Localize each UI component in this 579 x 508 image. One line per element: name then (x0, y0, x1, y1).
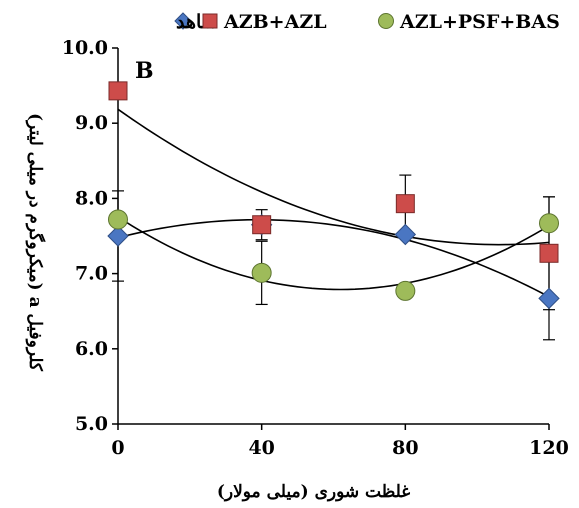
y-tick-label: 10.0 (62, 37, 108, 59)
legend-marker-square (202, 13, 218, 29)
data-point-square (252, 215, 272, 235)
legend-marker-diamond (174, 12, 192, 30)
y-tick-label: 6.0 (75, 338, 108, 360)
legend: شاهد AZB+AZL AZL+PSF+BAS (174, 11, 560, 33)
data-point-square (395, 194, 415, 214)
y-axis-title: کلروفیل a (میکروگرم در میلی لیتر) (25, 113, 46, 372)
x-tick-label: 120 (529, 437, 569, 459)
data-point-diamond (107, 225, 129, 247)
x-tick-label: 40 (248, 437, 274, 459)
panel-label: B (135, 58, 154, 84)
data-point-circle (539, 213, 559, 234)
y-tick-label: 8.0 (75, 187, 108, 209)
data-point-circle (108, 209, 128, 230)
legend-marker-circle (378, 13, 394, 29)
data-point-circle (251, 262, 272, 283)
data-point-circle (395, 280, 416, 301)
trendline-series-0 (117, 218, 550, 298)
y-tick-label: 7.0 (75, 263, 108, 285)
trendline-series-1 (117, 108, 550, 246)
y-tick-label: 5.0 (75, 413, 108, 435)
data-point-diamond (538, 287, 560, 310)
x-tick-label: 0 (111, 437, 124, 459)
y-tick-label: 9.0 (75, 112, 108, 134)
data-point-square (539, 243, 559, 263)
legend-label: AZL+PSF+BAS (399, 11, 560, 33)
data-point-diamond (394, 223, 417, 246)
data-point-square (108, 81, 128, 101)
x-tick-label: 80 (392, 437, 418, 459)
x-axis-title: غلظت شوری (میلی مولار) (217, 482, 410, 502)
trendline-series-2 (117, 216, 550, 291)
legend-label: AZB+AZL (223, 11, 327, 33)
